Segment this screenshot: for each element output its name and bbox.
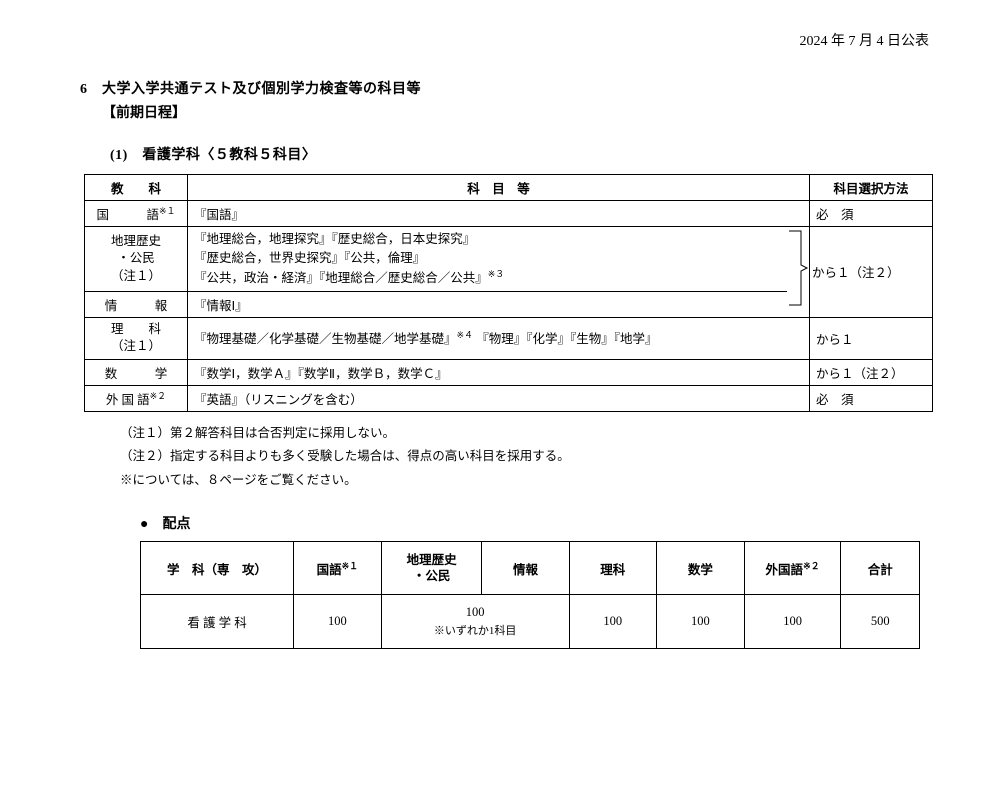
th-sugaku: 数学 [657,541,745,595]
method-cell: から１ [810,317,933,359]
scores-title: ● 配点 [140,513,929,533]
table-row: 理 科（注１） 『物理基礎／化学基礎／生物基礎／地学基礎』※４ 『物理』『化学』… [85,317,933,359]
note-line: （注１）第２解答科目は合否判定に採用しない。 [120,422,929,446]
section-title: 大学入学共通テスト及び個別学力検査等の科目等 [102,82,421,97]
content-cell: 『物理基礎／化学基礎／生物基礎／地学基礎』※４ 『物理』『化学』『生物』『地学』 [188,317,810,359]
th-chiri: 地理歴史・公民 [381,541,482,595]
score-cell: 100 [294,595,382,649]
th-subject: 教 科 [85,175,188,201]
th-rika: 理科 [569,541,657,595]
subject-cell: 外 国 語※２ [85,385,188,411]
bracket-cell [787,227,810,317]
method-cell: 必 須 [810,201,933,227]
content-cell: 『数学Ⅰ，数学Ａ』『数学Ⅱ，数学Ｂ，数学Ｃ』 [188,359,810,385]
th-kokugo: 国語※１ [294,541,382,595]
bracket-icon [787,227,809,309]
content-cell: 『地理総合，地理探究』『歴史総合，日本史探究』 『歴史総合，世界史探究』『公共，… [188,227,788,291]
score-cell: 100 [744,595,841,649]
content-cell: 『情報Ⅰ』 [188,291,788,317]
schedule-label: 【前期日程】 [102,102,929,122]
score-cell: 500 [841,595,920,649]
subsection-title: (1) 看護学科〈５教科５科目〉 [110,144,929,164]
dept-cell: 看 護 学 科 [141,595,294,649]
table-header-row: 教 科 科 目 等 科目選択方法 [85,175,933,201]
publication-date: 2024 年 7 月 4 日公表 [80,30,929,50]
th-gokei: 合計 [841,541,920,595]
score-cell: 100 ※いずれか1科目 [381,595,569,649]
document-page: 2024 年 7 月 4 日公表 6 大学入学共通テスト及び個別学力検査等の科目… [0,0,999,793]
table-row: 看 護 学 科 100 100 ※いずれか1科目 100 100 100 500 [141,595,920,649]
table-row: 国 語※１ 『国語』 必 須 [85,201,933,227]
section-header: 6 大学入学共通テスト及び個別学力検査等の科目等 [80,78,929,98]
section-number: 6 [80,82,88,97]
score-cell: 100 [569,595,657,649]
method-cell: から１（注２） [810,359,933,385]
subject-cell: 理 科（注１） [85,317,188,359]
subjects-table: 教 科 科 目 等 科目選択方法 国 語※１ 『国語』 必 須 地理歴史・公民（… [84,174,933,412]
method-cell: から１（注２） [810,227,933,317]
th-gaikoku: 外国語※２ [744,541,841,595]
th-content: 科 目 等 [188,175,810,201]
table-row: 外 国 語※２ 『英語』（リスニングを含む） 必 須 [85,385,933,411]
notes-block: （注１）第２解答科目は合否判定に採用しない。 （注２）指定する科目よりも多く受験… [120,422,929,493]
table-row: 地理歴史・公民（注１） 『地理総合，地理探究』『歴史総合，日本史探究』 『歴史総… [85,227,933,291]
subject-cell: 数 学 [85,359,188,385]
subject-cell: 情 報 [85,291,188,317]
content-cell: 『英語』（リスニングを含む） [188,385,810,411]
th-method: 科目選択方法 [810,175,933,201]
subject-cell: 地理歴史・公民（注１） [85,227,188,291]
subject-cell: 国 語※１ [85,201,188,227]
th-dept: 学 科（専 攻） [141,541,294,595]
content-cell: 『国語』 [188,201,810,227]
th-joho: 情報 [482,541,569,595]
score-cell: 100 [657,595,745,649]
note-line: （注２）指定する科目よりも多く受験した場合は、得点の高い科目を採用する。 [120,445,929,469]
table-row: 数 学 『数学Ⅰ，数学Ａ』『数学Ⅱ，数学Ｂ，数学Ｃ』 から１（注２） [85,359,933,385]
scores-table: 学 科（専 攻） 国語※１ 地理歴史・公民 情報 理科 数学 外国語※２ 合計 … [140,541,920,650]
method-cell: 必 須 [810,385,933,411]
note-line: ※については、８ページをご覧ください。 [120,469,929,493]
table-header-row: 学 科（専 攻） 国語※１ 地理歴史・公民 情報 理科 数学 外国語※２ 合計 [141,541,920,595]
